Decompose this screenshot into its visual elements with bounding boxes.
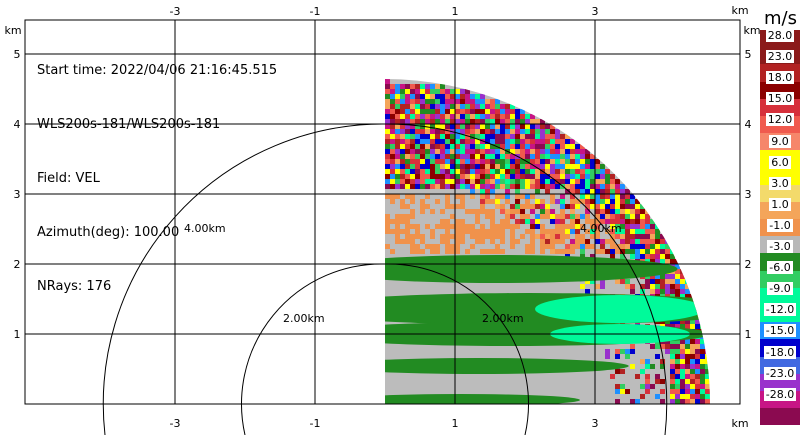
ppi-plot: 2.00km 4.00km 2.00km 4.00km -3 -3 -1 -1 1 1 3 3 5 5 4… — [4, 4, 760, 435]
velocity-field — [385, 79, 710, 404]
colorbar-tick-label: 28.0 — [765, 29, 795, 42]
range-ring-label: 4.00km — [184, 222, 226, 235]
range-ring-label: 4.00km — [580, 222, 622, 235]
x-tick-label: -3 — [170, 417, 181, 430]
colorbar-label: -28.0 — [760, 387, 800, 401]
range-ring-label: 2.00km — [482, 312, 524, 325]
colorbar-label: 18.0 — [760, 71, 800, 85]
x-tick-label: 1 — [452, 5, 459, 18]
colorbar-unit: m/s — [764, 8, 797, 29]
x-tick-label: 3 — [592, 5, 599, 18]
colorbar-tick-label: 3.0 — [769, 176, 791, 190]
y-tick-label: 1 — [745, 328, 752, 341]
colorbar-label: -3.0 — [760, 240, 800, 253]
axis-unit-label: km — [731, 417, 748, 430]
axis-unit-label: km — [743, 24, 760, 37]
colorbar-label: 12.0 — [760, 113, 800, 127]
field-text: Field: VEL — [37, 171, 100, 186]
y-tick-label: 2 — [14, 258, 21, 271]
y-tick-label: 2 — [745, 258, 752, 271]
colorbar-tick-label: 18.0 — [765, 71, 795, 85]
x-tick-label: -3 — [170, 5, 181, 18]
y-tick-label: 5 — [745, 48, 752, 61]
colorbar-tick-label: 1.0 — [769, 197, 791, 211]
colorbar-tick-label: -15.0 — [763, 324, 797, 338]
colorbar-tick-label: -6.0 — [767, 261, 793, 275]
colorbar-label: 28.0 — [760, 29, 800, 42]
axis-unit-label: km — [731, 4, 748, 17]
y-tick-label: 3 — [745, 188, 752, 201]
colorbar-label: -12.0 — [760, 303, 800, 317]
start-time-text: Start time: 2022/04/06 21:16:45.515 — [37, 63, 278, 78]
colorbar: 28.0 23.0 18.0 15.0 12.0 9.0 6.0 3.0 1.0 -1.0 -3.0… — [760, 29, 800, 426]
y-tick-label: 4 — [14, 118, 21, 131]
x-tick-label: -1 — [310, 5, 321, 18]
colorbar-label: -18.0 — [760, 345, 800, 359]
colorbar-tick-label: -23.0 — [763, 366, 797, 380]
y-tick-label: 3 — [14, 188, 21, 201]
colorbar-tick-label: 9.0 — [769, 134, 791, 148]
colorbar-tick-label: -3.0 — [767, 240, 793, 253]
colorbar-label: 1.0 — [760, 197, 800, 211]
colorbar-tick-label: 12.0 — [765, 113, 795, 127]
y-tick-label: 4 — [745, 118, 752, 131]
colorbar-label: -9.0 — [760, 282, 800, 296]
azimuth-text: Azimuth(deg): 100.00 — [37, 225, 180, 240]
colorbar-label: -6.0 — [760, 261, 800, 275]
colorbar-label: 3.0 — [760, 176, 800, 190]
axis-ticks: -3 -3 -1 -1 1 1 3 3 5 5 4 4 3 3 2 2 1 1 km km km km — [4, 4, 760, 430]
colorbar-tick-label: -12.0 — [763, 303, 797, 317]
colorbar-label: 23.0 — [760, 50, 800, 64]
x-tick-label: 3 — [592, 417, 599, 430]
colorbar-tick-label: -28.0 — [763, 387, 797, 401]
axis-unit-label: km — [4, 24, 21, 37]
colorbar-tick-label: 23.0 — [765, 50, 795, 64]
y-tick-label: 5 — [14, 48, 21, 61]
colorbar-tick-label: -1.0 — [767, 218, 793, 232]
x-tick-label: -1 — [310, 417, 321, 430]
instrument-text: WLS200s-181/WLS200s-181 — [37, 117, 221, 132]
colorbar-tick-label: -9.0 — [767, 282, 793, 296]
y-tick-label: 1 — [14, 328, 21, 341]
colorbar-label: 15.0 — [760, 92, 800, 106]
colorbar-tick-label: 15.0 — [765, 92, 795, 106]
colorbar-tick-label: -18.0 — [763, 345, 797, 359]
colorbar-label: 6.0 — [760, 155, 800, 169]
info-panel: Start time: 2022/04/06 21:16:45.515 WLS2… — [37, 26, 277, 314]
range-rings: 2.00km 4.00km 2.00km 4.00km — [102, 123, 668, 435]
velocity-sector — [385, 79, 710, 404]
colorbar-label: -15.0 — [760, 324, 800, 338]
nrays-text: NRays: 176 — [37, 279, 112, 294]
x-tick-label: 1 — [452, 417, 459, 430]
colorbar-swatch — [760, 408, 800, 426]
plot-grid — [24, 19, 741, 405]
colorbar-label: 9.0 — [760, 134, 800, 148]
colorbar-label: -23.0 — [760, 366, 800, 380]
colorbar-label: -1.0 — [760, 218, 800, 232]
range-ring-label: 2.00km — [283, 312, 325, 325]
colorbar-tick-label: 6.0 — [769, 155, 791, 169]
